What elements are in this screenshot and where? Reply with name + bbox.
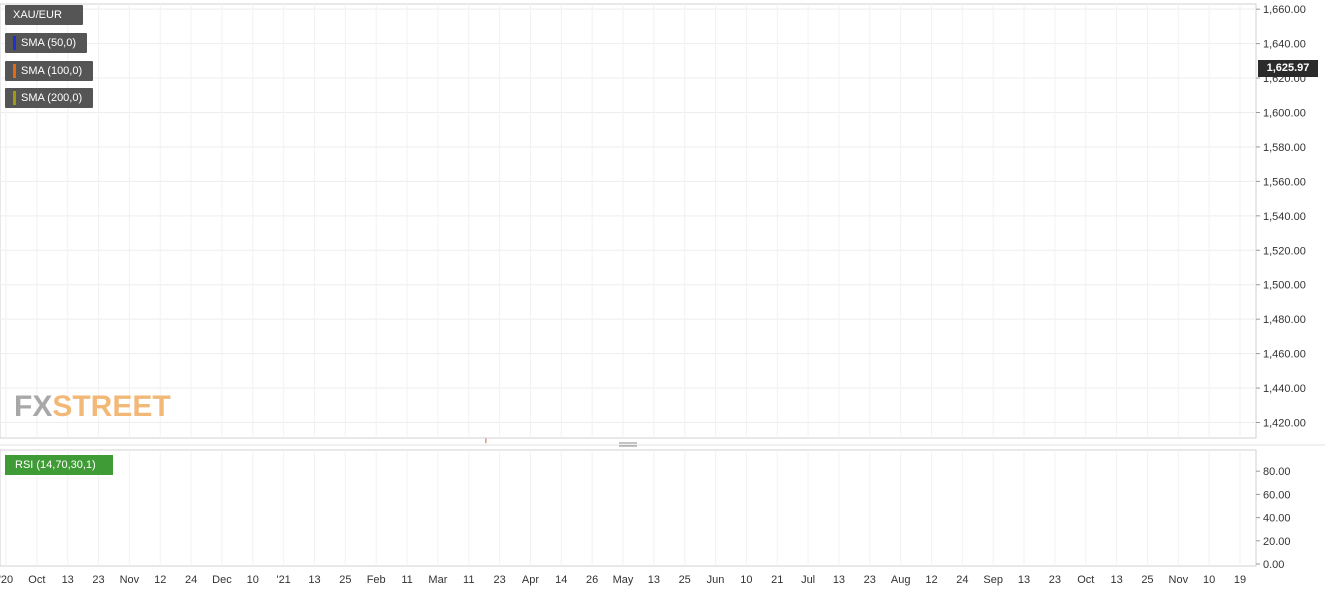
x-tick-label: 12 xyxy=(925,574,937,586)
rsi-tick-label: 80.00 xyxy=(1263,466,1291,478)
x-tick-label: 13 xyxy=(1110,574,1122,586)
rsi-label: RSI (14,70,30,1) xyxy=(15,459,96,471)
price-tick-label: 1,500.00 xyxy=(1263,280,1306,292)
x-tick-label: 19 xyxy=(1234,574,1246,586)
price-tick-label: 1,600.00 xyxy=(1263,108,1306,120)
x-tick-label: 23 xyxy=(92,574,104,586)
x-tick-label: 12 xyxy=(154,574,166,586)
x-tick-label: 21 xyxy=(771,574,783,586)
x-tick-label: Oct xyxy=(1077,574,1094,586)
x-tick-label: 13 xyxy=(62,574,74,586)
rsi-tick-label: 0.00 xyxy=(1263,559,1284,571)
x-tick-label: Jun xyxy=(707,574,725,586)
symbol-label: XAU/EUR xyxy=(13,9,62,21)
price-pane-frame xyxy=(0,3,1257,439)
x-tick-label: Sep xyxy=(983,574,1003,586)
x-tick-label: Feb xyxy=(367,574,386,586)
rsi-legend[interactable]: RSI (14,70,30,1) xyxy=(5,455,113,475)
watermark-part2: STREET xyxy=(52,390,171,423)
sma50-swatch xyxy=(13,36,16,51)
x-tick-label: 10 xyxy=(247,574,259,586)
x-tick-label: Aug xyxy=(891,574,911,586)
x-tick-label: 10 xyxy=(1203,574,1215,586)
x-tick-label: 23 xyxy=(864,574,876,586)
x-tick-label: Nov xyxy=(120,574,140,586)
x-tick-label: 25 xyxy=(339,574,351,586)
sma200-label: SMA (200,0) xyxy=(21,92,83,104)
x-tick-label: 25 xyxy=(1141,574,1153,586)
x-tick-label: Nov xyxy=(1169,574,1189,586)
price-tick-label: 1,560.00 xyxy=(1263,176,1306,188)
sma50-label: SMA (50,0) xyxy=(21,37,77,49)
price-tick-label: 1,420.00 xyxy=(1263,418,1306,430)
symbol-legend[interactable]: XAU/EUR xyxy=(5,5,83,25)
x-tick-label: 10 xyxy=(740,574,752,586)
x-tick-label: Dec xyxy=(212,574,232,586)
x-tick-label: Oct xyxy=(28,574,45,586)
x-tick-label: Apr xyxy=(522,574,539,586)
price-tick-label: 1,540.00 xyxy=(1263,211,1306,223)
sma200-legend[interactable]: SMA (200,0) xyxy=(5,88,93,108)
x-tick-label: 13 xyxy=(833,574,845,586)
price-tick-label: 1,460.00 xyxy=(1263,349,1306,361)
price-tick-label: 1,640.00 xyxy=(1263,39,1306,51)
price-tick-label: 1,480.00 xyxy=(1263,314,1306,326)
sma50-legend[interactable]: SMA (50,0) xyxy=(5,33,87,53)
watermark-part1: FX xyxy=(14,390,53,423)
rsi-tick-label: 40.00 xyxy=(1263,513,1291,525)
x-tick-label: 11 xyxy=(463,574,474,586)
x-tick-label: 23 xyxy=(1049,574,1061,586)
sma200-swatch xyxy=(13,91,16,106)
x-tick-label: 13 xyxy=(308,574,320,586)
price-tick-label: 1,440.00 xyxy=(1263,383,1306,395)
sma100-legend[interactable]: SMA (100,0) xyxy=(5,61,93,81)
price-tick-label: 1,660.00 xyxy=(1263,4,1306,16)
rsi-pane-frame xyxy=(0,449,1257,567)
fxstreet-watermark: FXSTREET xyxy=(14,390,171,424)
x-tick-label: 23 xyxy=(493,574,505,586)
rsi-tick-label: 20.00 xyxy=(1263,536,1291,548)
x-tick-label: 13 xyxy=(648,574,660,586)
x-tick-label: 24 xyxy=(956,574,968,586)
x-tick-label: Mar xyxy=(428,574,447,586)
sma100-label: SMA (100,0) xyxy=(21,65,83,77)
x-tick-label: 13 xyxy=(1018,574,1030,586)
sma100-swatch xyxy=(13,64,16,79)
x-tick-label: 24 xyxy=(185,574,197,586)
last-price-tag: 1,625.97 xyxy=(1258,60,1318,77)
x-tick-label: '21 xyxy=(276,574,290,586)
price-tick-label: 1,580.00 xyxy=(1263,142,1306,154)
x-tick-label: 11 xyxy=(401,574,412,586)
axes: 1,660.001,640.001,620.001,600.001,580.00… xyxy=(0,3,1325,586)
x-tick-label: May xyxy=(613,574,634,586)
x-tick-label: Jul xyxy=(801,574,815,586)
rsi-tick-label: 60.00 xyxy=(1263,489,1291,501)
x-tick-label: 26 xyxy=(586,574,598,586)
x-tick-label: '20 xyxy=(0,574,13,586)
x-tick-label: 14 xyxy=(555,574,567,586)
x-tick-label: 25 xyxy=(679,574,691,586)
price-tick-label: 1,520.00 xyxy=(1263,245,1306,257)
